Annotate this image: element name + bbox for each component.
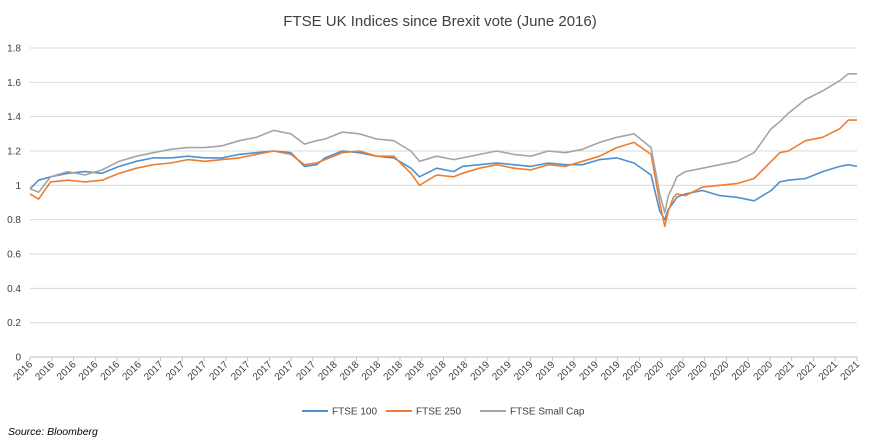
gridlines xyxy=(30,47,857,358)
x-tick-label: 2021 xyxy=(773,359,797,383)
x-tick-label: 2019 xyxy=(599,359,623,383)
y-tick-label: 0.8 xyxy=(7,215,21,226)
y-axis-ticks: 0 0.2 0.4 0.6 0.8 1 1.2 1.4 1.6 1.8 xyxy=(7,44,21,364)
x-tick-label: 2020 xyxy=(730,359,754,383)
x-tick-label: 2016 xyxy=(77,359,101,383)
legend-label: FTSE 100 xyxy=(332,407,377,418)
legend-item-ftse-small-cap: FTSE Small Cap xyxy=(480,407,585,418)
x-tick-label: 2020 xyxy=(621,359,645,383)
x-tick-label: 2017 xyxy=(295,359,319,383)
x-tick-label: 2019 xyxy=(469,359,493,383)
y-tick-label: 1.8 xyxy=(7,44,21,55)
y-tick-label: 0.2 xyxy=(7,318,21,329)
x-tick-label: 2019 xyxy=(512,359,536,383)
x-tick-label: 2017 xyxy=(164,359,188,383)
x-tick-label: 2019 xyxy=(534,359,558,383)
y-tick-label: 0.6 xyxy=(7,250,21,261)
y-tick-label: 1.2 xyxy=(7,147,21,158)
y-tick-label: 0.4 xyxy=(7,284,21,295)
series-lines xyxy=(29,73,858,228)
x-tick-label: 2019 xyxy=(577,359,601,383)
y-tick-label: 1 xyxy=(15,181,21,192)
x-tick-label: 2020 xyxy=(708,359,732,383)
x-tick-label: 2021 xyxy=(817,359,841,383)
x-tick-label: 2018 xyxy=(382,359,406,383)
y-tick-label: 0 xyxy=(15,353,21,364)
x-tick-label: 2017 xyxy=(273,359,297,383)
x-tick-label: 2021 xyxy=(795,359,819,383)
x-tick-label: 2016 xyxy=(99,359,123,383)
x-tick-label: 2018 xyxy=(338,359,362,383)
x-tick-label: 2020 xyxy=(752,359,776,383)
x-tick-label: 2019 xyxy=(556,359,580,383)
source-note: Source: Bloomberg xyxy=(8,426,98,438)
x-tick-label: 2018 xyxy=(403,359,427,383)
x-tick-label: 2018 xyxy=(447,359,471,383)
x-tick-label: 2016 xyxy=(120,359,144,383)
legend: FTSE 100 FTSE 250 FTSE Small Cap xyxy=(302,407,585,418)
x-tick-label: 2018 xyxy=(316,359,340,383)
x-tick-label: 2021 xyxy=(839,359,863,383)
legend-item-ftse-100: FTSE 100 xyxy=(302,407,377,418)
chart-title: FTSE UK Indices since Brexit vote (June … xyxy=(283,13,596,30)
x-axis: 2016201620162016201620162017201720172017… xyxy=(12,356,863,383)
x-tick-label: 2016 xyxy=(55,359,79,383)
y-tick-label: 1.4 xyxy=(7,112,21,123)
y-tick-label: 1.6 xyxy=(7,78,21,89)
series-line-ftse-250 xyxy=(29,119,857,228)
series-line-ftse-100 xyxy=(29,150,858,221)
x-tick-label: 2017 xyxy=(251,359,275,383)
x-tick-label: 2017 xyxy=(142,359,166,383)
series-line-ftse-small-cap xyxy=(29,73,857,214)
x-tick-label: 2017 xyxy=(207,359,231,383)
x-tick-label: 2020 xyxy=(686,359,710,383)
x-tick-label: 2016 xyxy=(33,359,57,383)
x-tick-label: 2017 xyxy=(186,359,210,383)
x-tick-label: 2019 xyxy=(490,359,514,383)
x-tick-label: 2018 xyxy=(360,359,384,383)
legend-label: FTSE 250 xyxy=(416,407,461,418)
x-tick-label: 2020 xyxy=(643,359,667,383)
x-tick-label: 2017 xyxy=(229,359,253,383)
x-tick-label: 2020 xyxy=(665,359,689,383)
legend-item-ftse-250: FTSE 250 xyxy=(386,407,461,418)
x-tick-label: 2018 xyxy=(425,359,449,383)
legend-label: FTSE Small Cap xyxy=(510,407,585,418)
